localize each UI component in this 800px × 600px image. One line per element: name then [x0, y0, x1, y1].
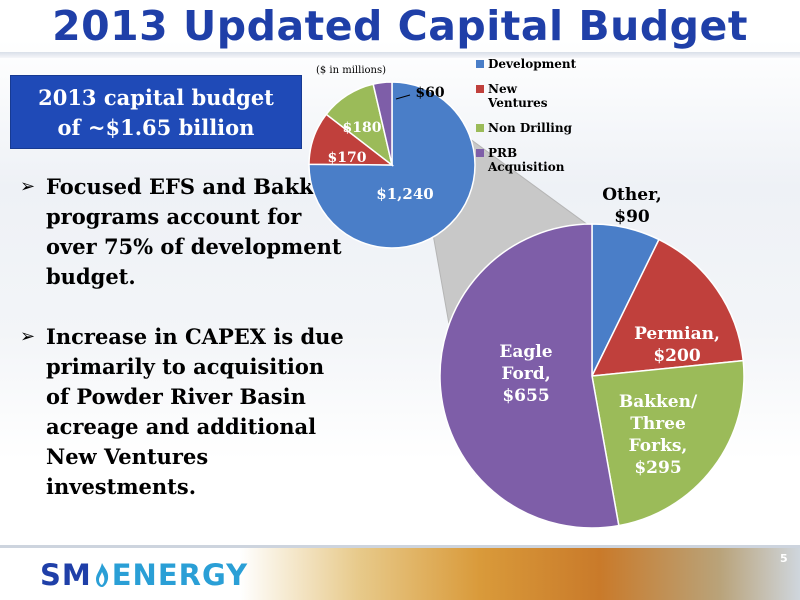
slide-title: 2013 Updated Capital Budget — [52, 2, 748, 50]
footer-divider — [0, 545, 800, 548]
data-label-non-drilling: $180 — [343, 120, 382, 136]
footer-band — [0, 545, 800, 600]
company-logo: SM ENERGY — [40, 558, 249, 592]
legend-item-development: Development — [476, 57, 578, 71]
data-label-other: Other, $90 — [602, 185, 661, 227]
data-label-prb-acquisition: $60 — [415, 85, 444, 101]
pie-slice-permian — [590, 238, 745, 377]
chart-legend: Development New Ventures Non Drilling PR… — [476, 57, 578, 185]
flame-icon — [95, 563, 108, 587]
budget-callout-line1: 2013 capital budget — [38, 85, 274, 110]
legend-swatch — [476, 60, 484, 68]
data-label-bakken-three-forks: Bakken/Three Forks, $295 — [619, 392, 698, 478]
bullet-item: ➢ Focused EFS and Bakken programs accoun… — [20, 172, 350, 292]
bullet-list: ➢ Focused EFS and Bakken programs accoun… — [20, 172, 350, 532]
title-divider — [0, 52, 800, 58]
pie-slice-eagle-ford — [439, 223, 620, 529]
data-label-development: $1,240 — [376, 185, 433, 203]
bullet-text: Focused EFS and Bakken programs account … — [46, 174, 343, 289]
arrow-bullet-icon: ➢ — [20, 326, 36, 347]
pie-slice-prb-acquisition — [372, 81, 393, 166]
legend-swatch — [476, 149, 484, 157]
legend-item-prb-acquisition: PRB Acquisition — [476, 146, 578, 174]
legend-item-new-ventures: New Ventures — [476, 82, 578, 110]
data-label-eagle-ford: Eagle Ford, $655 — [499, 342, 552, 406]
budget-callout-line2: of ~$1.65 billion — [57, 115, 255, 140]
bullet-item: ➢ Increase in CAPEX is due primarily to … — [20, 322, 350, 502]
budget-callout-box: 2013 capital budget of ~$1.65 billion — [10, 75, 302, 149]
pie-slice-development — [308, 81, 476, 249]
chart-unit-note: ($ in millions) — [316, 65, 386, 76]
legend-item-non-drilling: Non Drilling — [476, 121, 578, 135]
legend-swatch — [476, 85, 484, 93]
pie-slice-bakken-three-forks — [591, 359, 745, 527]
data-label-new-ventures: $170 — [328, 150, 367, 166]
bullet-text: Increase in CAPEX is due primarily to ac… — [46, 324, 344, 499]
data-label-permian: Permian, $200 — [634, 324, 720, 366]
arrow-bullet-icon: ➢ — [20, 176, 36, 197]
legend-swatch — [476, 124, 484, 132]
leader-line — [395, 94, 411, 100]
page-number: 5 — [780, 552, 788, 565]
